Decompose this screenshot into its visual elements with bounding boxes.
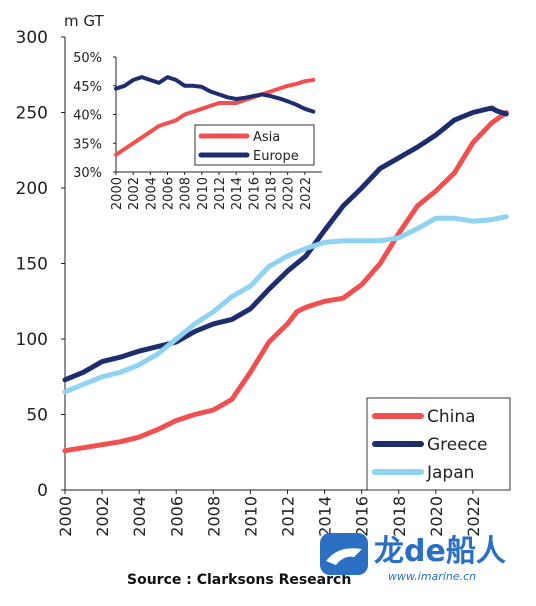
- inset-x-tick-label: 2018: [265, 177, 280, 210]
- series-line-japan: [62, 214, 509, 395]
- legend-label: Greece: [427, 435, 488, 455]
- inset-y-tick-label: 30%: [73, 166, 102, 181]
- inset-x-tick-label: 2006: [162, 177, 177, 210]
- x-tick-label: 2004: [130, 496, 149, 537]
- x-tick-label: 2020: [427, 496, 446, 537]
- legend-label: China: [427, 407, 476, 427]
- x-tick-label: 2010: [241, 496, 260, 537]
- inset-x-tick-label: 2010: [196, 177, 211, 210]
- inset-x-tick-label: 2008: [179, 177, 194, 210]
- watermark-brand: 龙de船人: [374, 534, 506, 569]
- inset-y-tick-label: 35%: [73, 137, 102, 152]
- inset-y-tick-label: 40%: [73, 109, 102, 124]
- x-tick-label: 2018: [390, 496, 409, 537]
- x-tick-label: 2012: [279, 496, 298, 537]
- y-axis-label: m GT: [64, 12, 104, 30]
- x-tick-label: 2008: [204, 496, 223, 537]
- y-tick-label: 250: [16, 104, 48, 124]
- inset-legend-label: Asia: [253, 130, 280, 145]
- inset-x-tick-label: 2022: [299, 177, 314, 210]
- x-tick-label: 2022: [464, 496, 483, 537]
- y-tick-label: 200: [16, 179, 48, 199]
- inset-x-tick-label: 2020: [282, 177, 297, 210]
- legend-label: Japan: [426, 463, 474, 483]
- series-line-greece: [62, 105, 509, 383]
- inset-y-tick-label: 45%: [73, 80, 102, 95]
- y-tick-label: 150: [16, 255, 48, 275]
- x-tick-label: 2014: [316, 496, 335, 537]
- inset-plot: 30%35%40%45%50%2000 2002 2004 2006 2008 2010 2…: [73, 51, 322, 210]
- x-tick-label: 2002: [93, 496, 112, 537]
- inset-series-line-asia: [114, 78, 316, 157]
- inset-series-line-europe: [114, 75, 316, 114]
- watermark-logo: 龙de船人 www.imarine.cn: [318, 527, 514, 583]
- y-tick-label: 0: [37, 481, 48, 501]
- x-tick-label: 2016: [353, 496, 372, 537]
- inset-x-tick-label: 2014: [230, 177, 245, 210]
- y-tick-label: 100: [16, 330, 48, 350]
- x-tick-label: 2000: [56, 496, 75, 537]
- x-tick-label: 2006: [167, 496, 186, 537]
- inset-x-tick-label: 2016: [247, 177, 262, 210]
- y-tick-label: 50: [26, 406, 48, 426]
- y-tick-label: 300: [16, 28, 48, 48]
- inset-x-tick-label: 2012: [213, 177, 228, 210]
- inset-legend-label: Europe: [253, 149, 299, 164]
- inset-x-tick-label: 2002: [127, 177, 142, 210]
- inset-legend-box: [194, 124, 315, 166]
- ship-logo-icon: [326, 548, 362, 565]
- series-line-china: [62, 110, 509, 454]
- watermark-site: www.imarine.cn: [388, 570, 476, 583]
- inset-x-tick-label: 2004: [144, 177, 159, 210]
- inset-x-tick-label: 2000: [110, 177, 125, 210]
- inset-y-tick-label: 50%: [73, 51, 102, 66]
- source-note: Source : Clarksons Research: [127, 572, 352, 588]
